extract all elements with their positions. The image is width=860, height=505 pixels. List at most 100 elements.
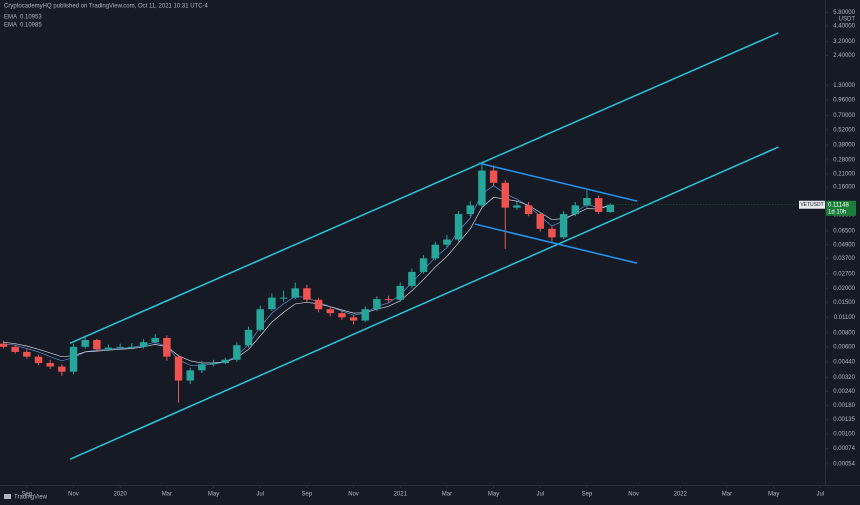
- y-tick-label: 0.52000: [833, 127, 855, 133]
- currency: USDT: [839, 17, 856, 23]
- candle-body: [583, 198, 591, 206]
- legend-name: EMA: [4, 15, 17, 21]
- y-tick-label: 0.96000: [833, 98, 855, 104]
- candle-body: [186, 370, 194, 381]
- candle-body: [489, 170, 498, 183]
- x-tick-label: Sep: [21, 492, 32, 498]
- symbol-box: [799, 200, 825, 209]
- y-tick-label: 0.00240: [833, 389, 855, 395]
- y-tick-label: 0.00100: [833, 432, 855, 438]
- candle-body: [128, 346, 136, 348]
- legend-item: EMA 0.10953: [4, 15, 42, 21]
- candle-body: [431, 244, 439, 259]
- y-tick-label: 0.21000: [833, 172, 855, 178]
- candle-body: [174, 356, 183, 381]
- branding: TradingView: [4, 494, 48, 501]
- trend-line: [69, 32, 779, 344]
- y-tick-label: 2.40000: [833, 53, 855, 59]
- candle-body: [46, 363, 54, 367]
- x-tick-label: Jul: [536, 492, 544, 498]
- x-tick-label: Sep: [582, 492, 593, 498]
- legend-value: 0.10953: [20, 15, 42, 21]
- legend-value: 0.10985: [20, 23, 42, 29]
- candle-body: [93, 340, 101, 350]
- countdown: 1d 10h: [828, 209, 846, 215]
- x-tick-label: Mar: [162, 492, 172, 498]
- trend-line: [478, 162, 638, 202]
- header: CryptocademyHQ published on TradingView.…: [4, 4, 209, 10]
- y-tick-label: 0.28000: [833, 158, 855, 164]
- y-tick-label: 0.16000: [833, 185, 855, 191]
- y-tick-label: 0.00800: [833, 330, 855, 336]
- candle-body: [11, 346, 19, 352]
- candle-body: [361, 309, 369, 321]
- candle-body: [338, 313, 346, 318]
- candle-body: [116, 346, 124, 348]
- y-tick-label: 0.06500: [833, 229, 855, 235]
- x-tick-label: May: [208, 492, 219, 498]
- candle-body: [606, 204, 615, 212]
- candle-body: [559, 214, 568, 238]
- x-tick-label: 2021: [394, 492, 408, 498]
- candle-body: [23, 351, 31, 357]
- x-tick-label: 2022: [674, 492, 688, 498]
- y-tick-label: 0.70000: [833, 113, 855, 119]
- ema-line: [3, 196, 611, 364]
- candle-body: [303, 288, 311, 300]
- y-tick-label: 0.02000: [833, 286, 855, 292]
- x-tick-label: Jul: [816, 492, 824, 498]
- y-tick-label: 0.03700: [833, 256, 855, 262]
- x-tick-label: 2020: [114, 492, 128, 498]
- candle-body: [198, 364, 206, 371]
- candle-body: [58, 366, 66, 372]
- candle-body: [454, 214, 463, 240]
- candle-body: [314, 299, 323, 310]
- brand-text: TradingView: [14, 495, 48, 501]
- candle-body: [571, 205, 580, 215]
- y-tick-label: 0.00135: [833, 417, 855, 423]
- x-tick-label: May: [488, 492, 499, 498]
- candle-body: [151, 337, 159, 343]
- y-tick-label: 0.00320: [833, 375, 855, 381]
- candle-body: [349, 317, 358, 321]
- candle-body: [279, 297, 288, 299]
- symbol-label: VETUSDT: [800, 202, 823, 208]
- candle-body: [443, 239, 451, 245]
- candle-body: [34, 356, 43, 364]
- candle-body: [594, 198, 603, 212]
- y-tick-label: 4.40000: [833, 24, 855, 30]
- logo: [4, 494, 11, 499]
- x-tick-label: Jul: [256, 492, 264, 498]
- candle-body: [396, 285, 404, 300]
- y-tick-label: 0.04900: [833, 242, 855, 248]
- candle-body: [373, 299, 381, 310]
- price-value: 0.11148: [828, 202, 849, 208]
- y-tick-label: 0.01500: [833, 300, 855, 306]
- candle-body: [524, 205, 533, 215]
- candle-body: [244, 329, 253, 346]
- candle-body: [0, 343, 8, 347]
- x-tick-label: Nov: [68, 492, 79, 498]
- candle-body: [139, 342, 148, 347]
- y-tick-label: 3.20000: [833, 39, 855, 45]
- legend-item: EMA 0.10985: [4, 23, 42, 29]
- candle-body: [501, 182, 510, 208]
- candle-body: [209, 363, 218, 365]
- candle-body: [221, 359, 229, 364]
- candle-body: [69, 346, 78, 372]
- y-tick-label: 0.38000: [833, 143, 855, 149]
- y-tick-label: 0.00180: [833, 403, 855, 409]
- y-tick-label: 0.01100: [834, 315, 856, 321]
- candle-body: [104, 347, 113, 350]
- y-tick-label: 5.80000: [833, 10, 855, 16]
- x-tick-label: Mar: [442, 492, 452, 498]
- x-tick-label: Nov: [628, 492, 639, 498]
- candle-body: [233, 345, 241, 360]
- candle-body: [513, 205, 521, 208]
- y-tick-label: 0.00074: [833, 446, 855, 452]
- candle-body: [419, 258, 428, 272]
- candle-body: [291, 288, 299, 298]
- candle-body: [163, 337, 171, 357]
